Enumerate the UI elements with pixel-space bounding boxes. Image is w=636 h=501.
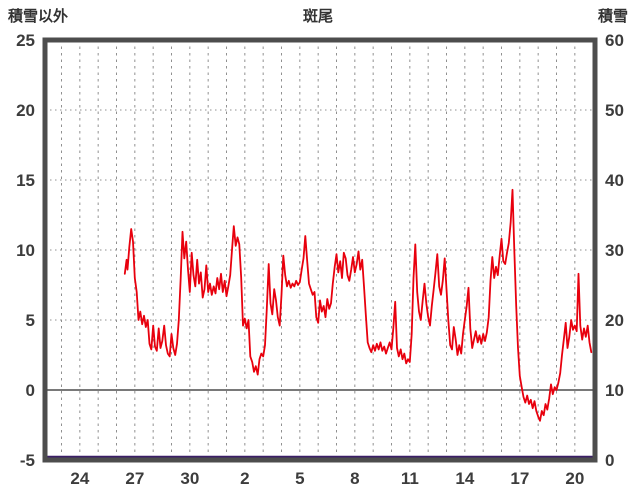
right-axis-tick-label: 30 xyxy=(605,241,624,260)
left-axis-tick-label: 5 xyxy=(26,311,35,330)
right-axis-tick-label: 10 xyxy=(605,381,624,400)
chart-title: 斑尾 xyxy=(302,8,334,25)
right-axis-tick-label: 60 xyxy=(605,31,624,50)
right-axis-title: 積雪 xyxy=(597,8,628,25)
left-axis-tick-label: 20 xyxy=(16,101,35,120)
right-axis-tick-label: 40 xyxy=(605,171,624,190)
x-axis-tick-label: 27 xyxy=(125,469,144,488)
plot-frame xyxy=(42,37,598,463)
left-axis-tick-label: 15 xyxy=(16,171,35,190)
right-axis-tick-label: 0 xyxy=(605,451,614,470)
x-axis-tick-label: 2 xyxy=(240,469,249,488)
left-axis-tick-label: -5 xyxy=(20,451,35,470)
left-axis-tick-label: 10 xyxy=(16,241,35,260)
series-line-temperature xyxy=(123,188,593,422)
x-axis-tick-label: 30 xyxy=(180,469,199,488)
x-axis-tick-label: 17 xyxy=(510,469,529,488)
left-axis-title: 積雪以外 xyxy=(8,8,69,25)
x-axis-tick-label: 24 xyxy=(70,469,89,488)
x-axis-tick-label: 11 xyxy=(401,469,419,488)
x-axis-tick-label: 20 xyxy=(565,469,584,488)
x-axis-tick-label: 14 xyxy=(455,469,474,488)
right-axis-tick-label: 20 xyxy=(605,311,624,330)
x-axis-tick-label: 8 xyxy=(350,469,359,488)
left-axis-tick-label: 25 xyxy=(16,31,35,50)
x-axis-tick-label: 5 xyxy=(295,469,304,488)
right-axis-tick-label: 50 xyxy=(605,101,624,120)
left-axis-tick-label: 0 xyxy=(26,381,35,400)
